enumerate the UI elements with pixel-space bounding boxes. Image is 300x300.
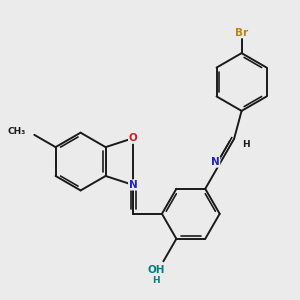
Text: Br: Br bbox=[235, 28, 248, 38]
Text: N: N bbox=[129, 180, 137, 190]
Text: CH₃: CH₃ bbox=[7, 127, 26, 136]
Text: H: H bbox=[153, 276, 160, 285]
Text: N: N bbox=[211, 157, 220, 167]
Text: H: H bbox=[243, 140, 250, 148]
Text: O: O bbox=[129, 133, 137, 143]
Text: OH: OH bbox=[148, 265, 165, 275]
